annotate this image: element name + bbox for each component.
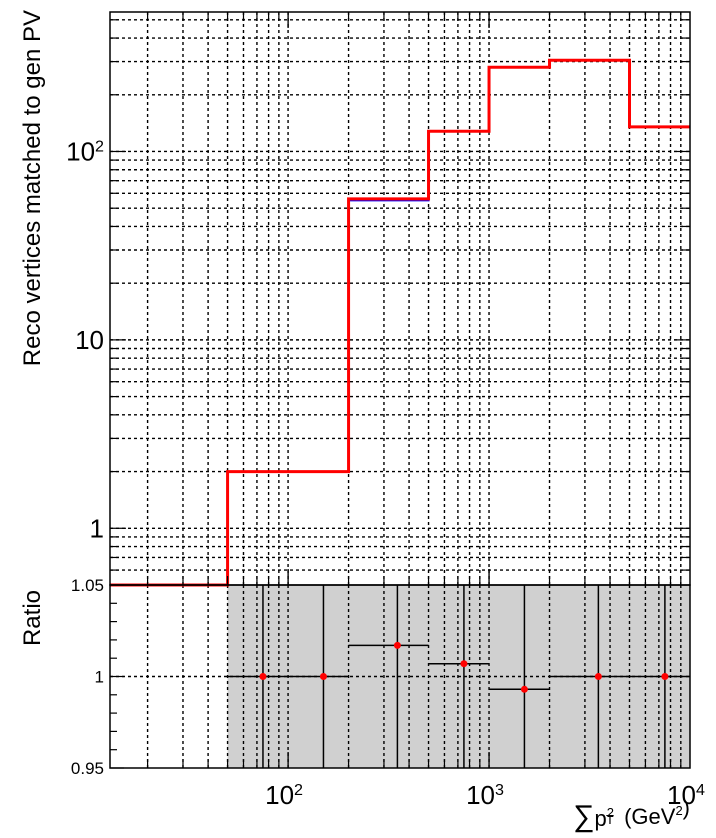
y-axis-title-top: Reco vertices matched to gen PV [19,10,46,366]
axes [109,11,691,769]
x-axis-title: ∑p2T (GeV2) [573,795,690,833]
ratio-point [460,660,468,668]
x-tick-label: 103 [466,780,504,810]
y-tick-label-top: 102 [66,136,104,166]
y-tick-label-top: 1 [90,513,104,543]
data-series [110,58,690,768]
axis-labels: 1 10 102 0.95 1 1.05 102 103 104 Reco vertices ma… [19,10,705,833]
x-tick-label: 104 [667,780,705,810]
y-tick-label-ratio: 1 [95,668,104,687]
y-tick-label-ratio: 1.05 [71,576,104,595]
y-axis-title-ratio: Ratio [19,590,46,646]
y-tick-label-ratio: 0.95 [71,759,104,778]
ratio-point [393,641,401,649]
ratio-point [520,685,528,693]
x-tick-label: 102 [265,780,303,810]
ratio-point [319,673,327,680]
y-tick-label-top: 10 [75,325,104,355]
ratio-point [594,673,602,680]
ratio-point [661,673,669,680]
histogram-series-a [110,58,690,587]
ratio-point [259,673,267,680]
